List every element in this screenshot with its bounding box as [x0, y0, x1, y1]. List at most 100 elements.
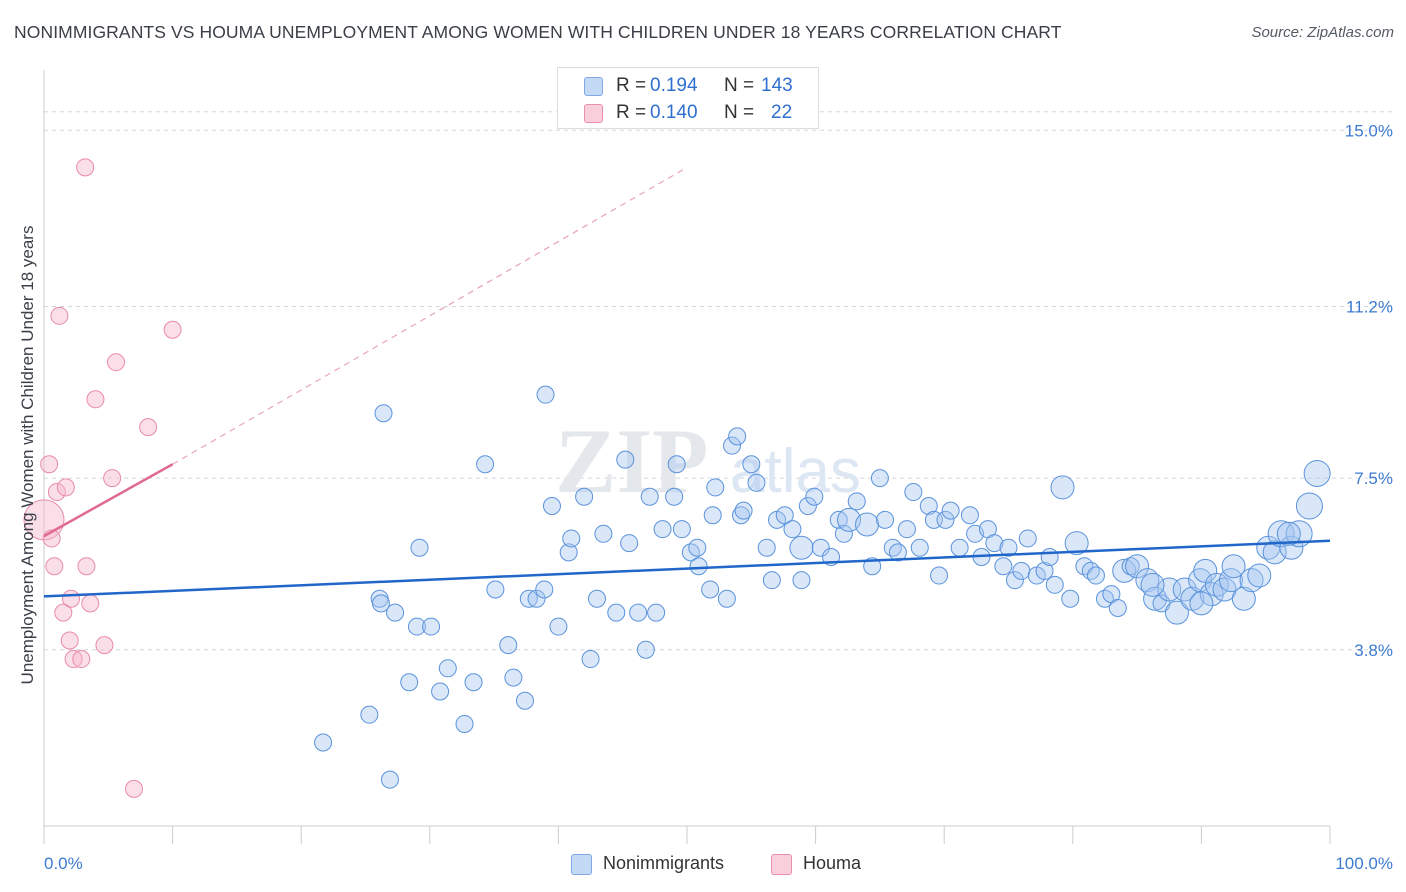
houma-point: [107, 353, 126, 372]
nonimmigrants-point: [535, 580, 554, 599]
nonimmigrants-point: [587, 589, 606, 608]
nonimmigrants-point: [876, 510, 895, 529]
nonimmigrants-point: [1135, 568, 1160, 593]
nonimmigrants-point: [665, 487, 684, 506]
nonimmigrants-point: [1247, 563, 1272, 588]
houma-point: [64, 650, 83, 669]
nonimmigrants-point: [689, 557, 708, 576]
nonimmigrants-point: [775, 506, 794, 525]
y-tick-label: 11.2%: [1346, 298, 1393, 317]
nonimmigrants-point: [607, 603, 626, 622]
nonimmigrants-point: [667, 455, 686, 474]
nonimmigrants-point: [1295, 492, 1323, 520]
nonimmigrants-point: [431, 682, 450, 701]
nonimmigrants-point: [811, 538, 830, 557]
n-label: N =: [724, 102, 755, 123]
nonimmigrants-point: [723, 436, 742, 455]
nonimmigrants-point: [1045, 575, 1064, 594]
nonimmigrants-point: [1303, 460, 1331, 488]
nonimmigrants-point: [410, 538, 429, 557]
nonimmigrants-point: [1108, 599, 1127, 618]
nonimmigrants-point: [1239, 568, 1264, 593]
nonimmigrants-point: [728, 427, 747, 446]
axes: [43, 70, 1331, 844]
nonimmigrants-point: [681, 543, 700, 562]
nonimmigrants-point: [734, 501, 753, 520]
nonimmigrants-point: [1204, 572, 1229, 597]
nonimmigrants-point: [805, 487, 824, 506]
nonimmigrants-point: [1231, 586, 1256, 611]
nonimmigrants-point: [897, 520, 916, 539]
nonimmigrants-point: [594, 524, 613, 543]
nonimmigrants-point: [1125, 554, 1150, 579]
nonimmigrants-point: [374, 404, 393, 423]
nonimmigrants-point: [559, 543, 578, 562]
nonimmigrants-point: [422, 617, 441, 636]
houma-point: [77, 557, 96, 576]
houma-point: [62, 589, 81, 608]
nonimmigrants-points: [314, 385, 1331, 789]
nonimmigrants-point: [747, 473, 766, 492]
nonimmigrants-point: [636, 640, 655, 659]
gridlines: [44, 111, 1392, 651]
nonimmigrants-point: [1140, 572, 1165, 597]
nonimmigrants-swatch: [584, 77, 603, 96]
nonimmigrants-point: [717, 589, 736, 608]
houma-swatch: [771, 854, 792, 875]
houma-point: [56, 478, 75, 497]
nonimmigrants-point: [438, 659, 457, 678]
nonimmigrants-point: [1285, 520, 1313, 548]
watermark-atlas: atlas: [730, 437, 861, 506]
nonimmigrants-point: [904, 483, 923, 502]
houma-point: [72, 650, 91, 669]
nonimmigrants-point: [757, 538, 776, 557]
nonimmigrants-point: [870, 469, 889, 488]
legend-label: Houma: [803, 853, 862, 873]
y-tick-label: 15.0%: [1345, 121, 1393, 140]
nonimmigrants-point: [536, 385, 555, 404]
nonimmigrants-point: [1086, 566, 1105, 585]
nonimmigrants-point: [855, 512, 880, 537]
x-tick-label: 0.0%: [44, 854, 83, 873]
trend-lines: [43, 166, 1331, 598]
nonimmigrants-point: [863, 557, 882, 576]
nonimmigrants-point: [703, 506, 722, 525]
nonimmigrants-point: [380, 770, 399, 789]
chart-title: NONIMMIGRANTS VS HOUMA UNEMPLOYMENT AMON…: [14, 22, 1062, 42]
nonimmigrants-point: [792, 571, 811, 590]
nonimmigrants-point: [1064, 531, 1089, 556]
nonimmigrants-point: [783, 520, 802, 539]
nonimmigrants-point: [640, 487, 659, 506]
x-tick-label: 100.0%: [1335, 854, 1393, 873]
nonimmigrants-point: [936, 510, 955, 529]
nonimmigrants-point: [542, 496, 561, 515]
y-tick-label: 7.5%: [1354, 469, 1393, 488]
nonimmigrants-point: [930, 566, 949, 585]
nonimmigrants-point: [910, 538, 929, 557]
nonimmigrants-point: [1172, 577, 1197, 602]
houma-point: [95, 636, 114, 655]
houma-point: [76, 158, 95, 177]
nonimmigrants-point: [562, 529, 581, 548]
nonimmigrants-point: [919, 496, 938, 515]
nonimmigrants-point: [549, 617, 568, 636]
nonimmigrants-point: [400, 673, 419, 692]
nonimmigrants-point: [994, 557, 1013, 576]
nonimmigrants-point: [1040, 547, 1059, 566]
y-axis-title: Unemployment Among Women with Children U…: [18, 226, 37, 685]
nonimmigrants-point: [476, 455, 495, 474]
nonimmigrants-point: [407, 617, 426, 636]
nonimmigrants-point: [847, 492, 866, 511]
nonimmigrants-point: [1005, 571, 1024, 590]
nonimmigrants-point: [950, 538, 969, 557]
nonimmigrants-point: [999, 538, 1018, 557]
nonimmigrants-point: [620, 534, 639, 553]
nonimmigrants-point: [732, 506, 751, 525]
nonimmigrants-point: [688, 538, 707, 557]
nonimmigrants-point: [1112, 558, 1137, 583]
nonimmigrants-point: [455, 714, 474, 733]
nonimmigrants-point: [798, 496, 817, 515]
nonimmigrants-point: [1012, 561, 1031, 580]
houma-swatch: [584, 104, 603, 123]
